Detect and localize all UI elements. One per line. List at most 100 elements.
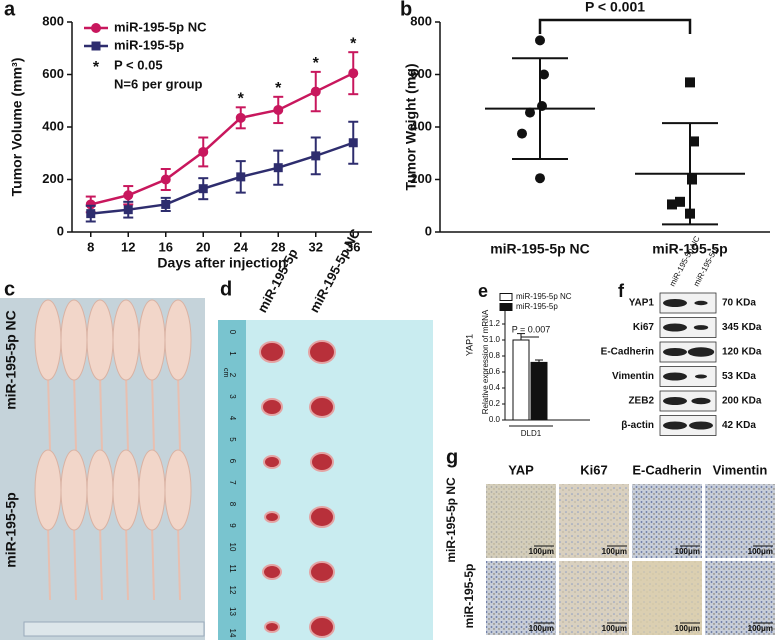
annotation: N=6 per group — [114, 76, 203, 91]
sd-bar — [512, 57, 568, 161]
y-axis-label: Relative expression of mRNA — [481, 309, 490, 414]
chart-title: YAP1 — [464, 334, 474, 356]
marker — [91, 23, 101, 33]
error-bar — [535, 359, 543, 363]
chart-title: P < 0.001 — [585, 0, 645, 15]
ruler — [218, 320, 246, 640]
y-tick-label: 0.4 — [489, 383, 501, 392]
y-tick-label: 1.2 — [489, 319, 501, 328]
y-axis-label: Tumor Weight (mg) — [403, 63, 419, 190]
y-tick-label: 200 — [410, 171, 432, 186]
mouse — [60, 449, 88, 531]
marker — [198, 146, 209, 157]
legend-label: miR-195-5p — [114, 37, 184, 52]
marker — [517, 128, 527, 139]
protein-label: β-actin — [621, 420, 654, 431]
mouse-tail — [99, 374, 103, 451]
mouse — [86, 299, 114, 381]
blot-band — [663, 421, 687, 430]
panel-letter: b — [400, 0, 412, 20]
marker — [687, 174, 697, 185]
marker — [689, 136, 699, 147]
tumor — [309, 396, 335, 418]
row-label: miR-195-5p — [462, 564, 476, 629]
size-label: 53 KDa — [722, 371, 756, 382]
marker — [675, 196, 685, 207]
tumor — [259, 341, 285, 363]
blot-strip — [659, 390, 717, 412]
tumor — [310, 452, 334, 472]
x-tick-label: 8 — [87, 239, 94, 254]
scale-label: 100μm — [529, 547, 554, 556]
marker — [123, 190, 134, 201]
x-axis-label: Days after injection — [157, 255, 286, 271]
y-tick-label: 0 — [57, 223, 64, 238]
y-tick-label: 0 — [425, 223, 432, 238]
panel-letter: d — [220, 278, 232, 300]
y-tick-label: 0.2 — [489, 399, 501, 408]
tumor — [308, 340, 336, 364]
legend-label: miR-195-5p NC — [516, 292, 572, 301]
mouse-tail — [125, 524, 129, 601]
ruler-number: 5 — [228, 437, 237, 442]
x-tick-label: 12 — [121, 239, 135, 254]
y-tick-label: 0.6 — [489, 367, 501, 376]
protein-label: Ki67 — [633, 322, 655, 333]
x-tick-label: miR-195-5p NC — [490, 241, 590, 257]
blot-band — [663, 372, 687, 381]
mouse-tail — [151, 374, 155, 451]
ruler-number: 1 — [228, 351, 237, 356]
bar — [530, 361, 548, 421]
mouse — [138, 449, 166, 531]
marker — [348, 68, 359, 79]
mouse — [164, 449, 192, 531]
marker — [160, 174, 171, 185]
column-label: Ki67 — [580, 462, 607, 477]
y-tick-label: 400 — [42, 118, 64, 133]
marker — [91, 41, 101, 51]
marker — [310, 86, 321, 97]
marker — [667, 199, 677, 210]
scale-label: 100μm — [748, 547, 773, 556]
tumor — [264, 621, 280, 633]
blot-band — [694, 300, 708, 306]
annotation: P = 0.007 — [512, 324, 551, 334]
ruler-number: 12 — [228, 586, 237, 595]
x-tick-label: miR-195-5p — [652, 241, 727, 257]
significance-star: * — [313, 55, 320, 72]
x-tick-label: 28 — [271, 239, 285, 254]
blot-band — [689, 421, 713, 430]
ruler-number: 6 — [228, 459, 237, 464]
x-tick-label: 16 — [159, 239, 173, 254]
row-label: miR-195-5p NC — [444, 477, 458, 563]
blot-band — [687, 347, 715, 357]
column-label: E-Cadherin — [632, 462, 701, 477]
marker — [311, 151, 321, 161]
y-axis-label: Tumor Volume (mm³) — [9, 58, 25, 197]
legend-star: * — [93, 59, 100, 76]
mouse — [34, 449, 62, 531]
bar — [512, 339, 530, 421]
y-tick-label: 0.8 — [489, 351, 501, 360]
y-tick-label: 600 — [42, 66, 64, 81]
scale-label: 100μm — [602, 624, 627, 633]
marker — [273, 104, 284, 115]
panel-letter: c — [4, 278, 15, 300]
mouse-tail — [177, 374, 181, 451]
legend-label: miR-195-5p NC — [114, 19, 207, 34]
blot-band — [663, 348, 687, 356]
x-tick-label: 24 — [234, 239, 249, 254]
y-tick-label: 200 — [42, 171, 64, 186]
marker — [273, 163, 283, 173]
mouse — [86, 449, 114, 531]
marker — [685, 77, 695, 88]
y-tick-label: 0.0 — [489, 415, 501, 424]
size-label: 70 KDa — [722, 298, 756, 309]
ruler-number: 3 — [228, 394, 237, 399]
blot-band — [693, 325, 709, 330]
photo — [218, 320, 433, 640]
panel-letter: e — [478, 281, 488, 301]
mouse — [164, 299, 192, 381]
mouse — [60, 299, 88, 381]
